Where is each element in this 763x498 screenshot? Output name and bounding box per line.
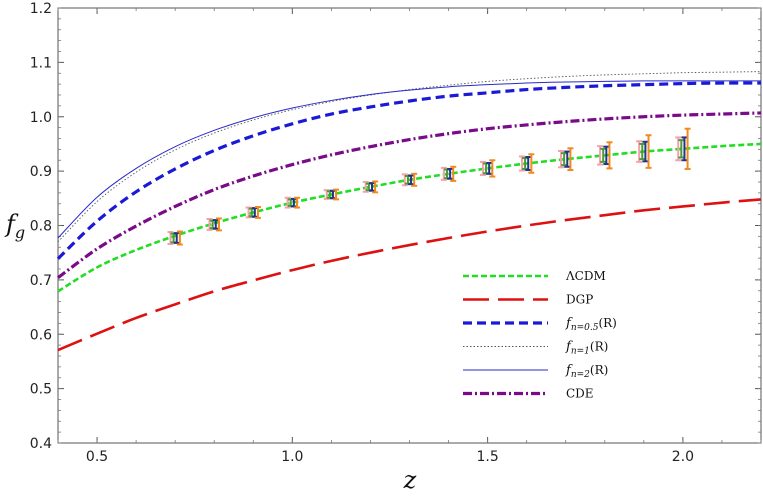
series-line-3 (57, 71, 762, 243)
x-tick-label: 2.0 (672, 449, 694, 465)
error-bar (447, 167, 454, 180)
series-line-1 (57, 198, 762, 352)
error-bar (528, 153, 535, 174)
error-bar (450, 165, 457, 182)
error-bar (294, 196, 301, 209)
x-axis-label: z (403, 466, 417, 494)
error-bar (606, 141, 613, 170)
error-bar (600, 147, 607, 163)
error-bar (603, 145, 610, 166)
axis-ticks: 0.5 1.0 1.5 2.0 0.4 0.5 0.6 0.7 0.8 0.9 1.0 1.1 1.2 (30, 1, 762, 465)
y-tick-label: 1.0 (30, 110, 52, 126)
error-bar (254, 206, 261, 219)
error-bar (372, 180, 379, 194)
series-line-5 (57, 111, 762, 279)
error-bar (681, 136, 688, 162)
error-bar (212, 219, 219, 230)
error-bar (284, 196, 291, 209)
error-bar (525, 155, 532, 172)
error-bar (173, 232, 180, 244)
y-tick-label: 0.7 (30, 273, 52, 289)
legend-label-5: CDE (566, 387, 594, 401)
error-bar (489, 159, 496, 178)
error-bar (636, 140, 643, 163)
error-bar (176, 230, 183, 246)
y-tick-label: 0.9 (30, 164, 52, 180)
y-axis-label: fg (4, 210, 25, 242)
error-bar (440, 166, 447, 181)
error-bar (642, 140, 649, 163)
error-bar (329, 189, 336, 200)
error-bars (167, 127, 691, 246)
y-tick-label: 0.4 (30, 436, 52, 452)
error-bar (369, 182, 376, 192)
error-bar (639, 142, 646, 161)
plot-frame (57, 7, 762, 444)
error-bar (408, 174, 415, 186)
error-bar (561, 152, 568, 167)
error-bar (251, 207, 258, 218)
error-bar (567, 147, 574, 172)
error-bar (684, 127, 691, 170)
legend-label-2: fn=0.5(R) (565, 316, 617, 333)
error-bar (518, 155, 525, 172)
error-bar (479, 160, 486, 176)
error-bar (675, 136, 682, 162)
error-bar (290, 197, 297, 208)
x-tick-label: 1.0 (281, 449, 303, 465)
series-line-2 (56, 81, 762, 260)
error-bar (522, 157, 529, 170)
y-tick-label: 1.1 (30, 55, 52, 71)
error-bar (411, 172, 418, 187)
error-bar (678, 139, 685, 159)
y-tick-label: 0.8 (30, 219, 52, 235)
y-tick-label: 0.5 (30, 382, 52, 398)
legend-label-1: DGP (566, 293, 593, 307)
error-bar (597, 145, 604, 166)
error-bar (564, 150, 571, 168)
error-bar (558, 150, 565, 169)
error-bar (401, 173, 408, 187)
series-line-0 (57, 142, 762, 293)
legend-label-4: fn=2(R) (565, 363, 608, 380)
y-tick-label: 1.2 (30, 1, 52, 17)
error-bar (215, 217, 222, 232)
series-line-4 (57, 80, 761, 239)
error-bar (206, 217, 213, 231)
legend: ΛCDM DGP fn=0.5(R) fn=1(R) fn=2(R) CDE (463, 269, 617, 401)
legend-label-0: ΛCDM (565, 269, 606, 283)
error-bar (323, 189, 330, 200)
error-bar (486, 161, 493, 175)
error-bar (167, 231, 174, 245)
x-tick-label: 1.5 (476, 449, 498, 465)
y-tick-label: 0.6 (30, 327, 52, 343)
error-bar (362, 181, 369, 193)
error-bar (645, 134, 652, 169)
error-bar (245, 206, 252, 219)
error-bar (333, 188, 340, 201)
legend-label-3: fn=1(R) (565, 340, 608, 357)
series-lines (56, 71, 762, 352)
x-tick-label: 0.5 (86, 449, 108, 465)
